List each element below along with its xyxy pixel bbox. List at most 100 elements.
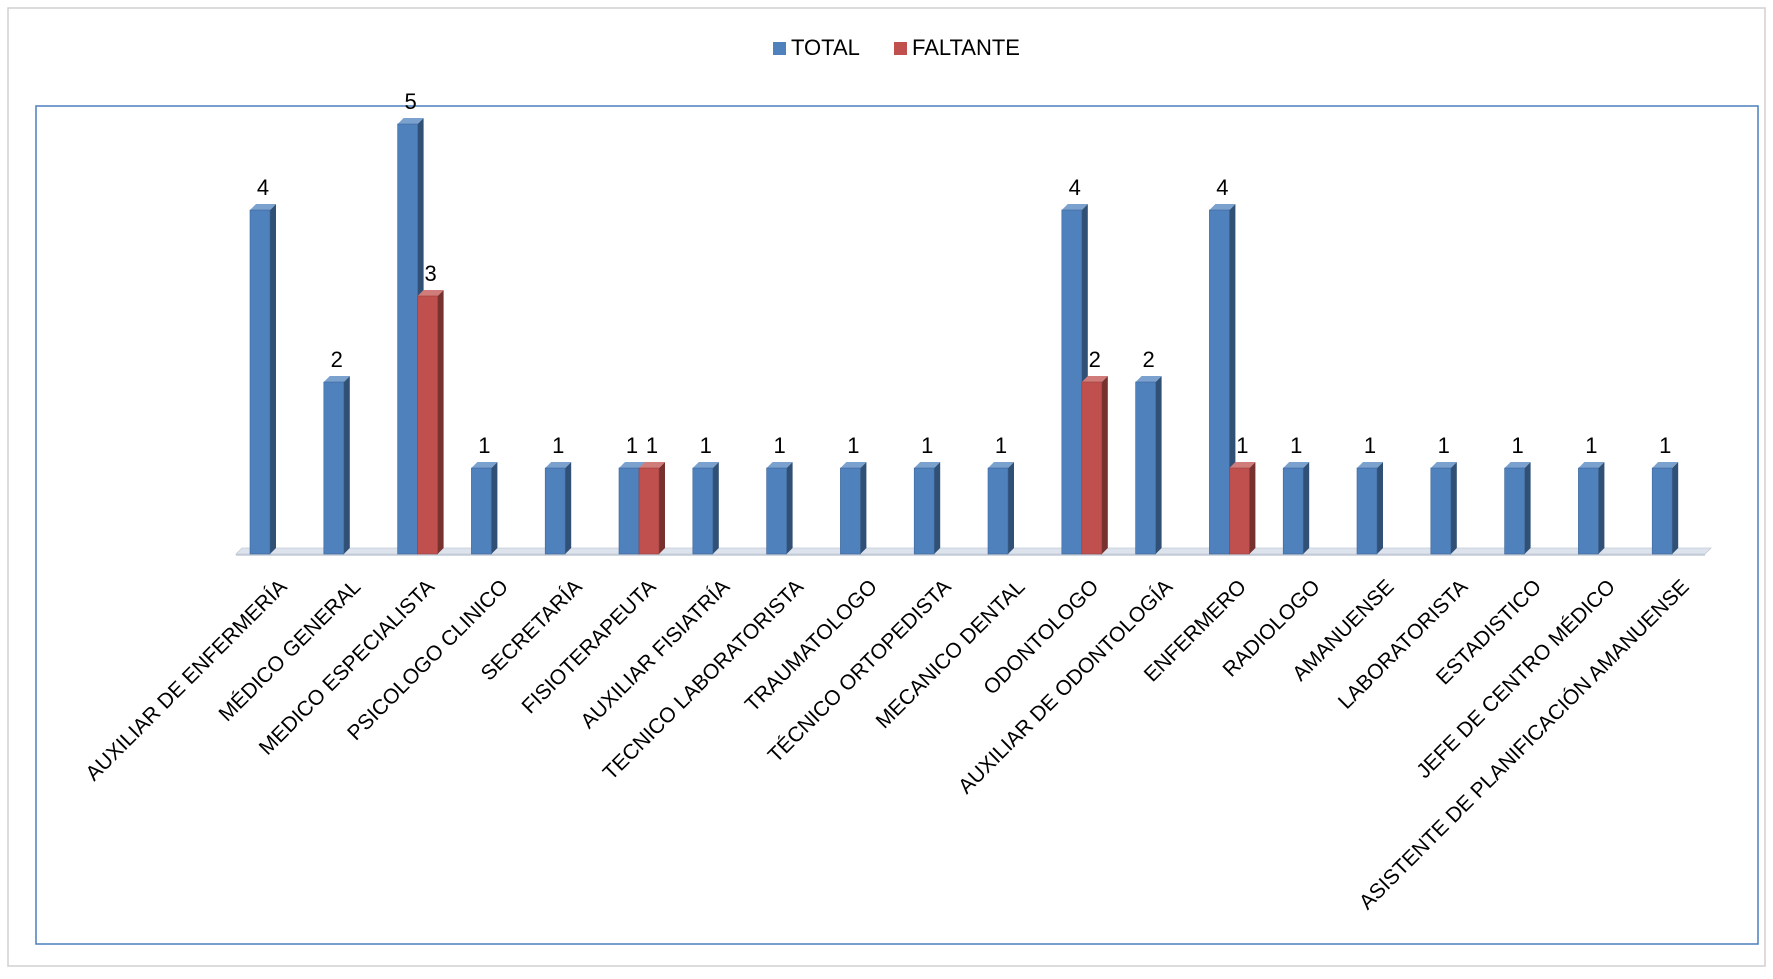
bar-total-15 bbox=[1356, 462, 1383, 555]
data-label-total-1: 2 bbox=[331, 347, 343, 372]
bar-total-7 bbox=[766, 462, 793, 555]
data-label-total-14: 1 bbox=[1290, 433, 1302, 458]
bar-top-face bbox=[1578, 462, 1605, 468]
bar-total-14 bbox=[1282, 462, 1310, 555]
bar-top-face bbox=[766, 462, 793, 468]
data-label-total-6: 1 bbox=[700, 433, 712, 458]
bar-total-8 bbox=[840, 462, 867, 555]
data-label-total-0: 4 bbox=[257, 175, 269, 200]
bar-front-face bbox=[249, 209, 271, 555]
bar-side-face bbox=[1598, 462, 1605, 554]
bar-top-face bbox=[1430, 462, 1457, 468]
bar-faltante-13 bbox=[1229, 462, 1256, 555]
bar-total-17 bbox=[1504, 462, 1531, 555]
data-label-total-11: 4 bbox=[1069, 175, 1081, 200]
data-label-faltante-2: 3 bbox=[424, 261, 436, 286]
bar-top-face bbox=[1504, 462, 1531, 468]
bar-front-face bbox=[766, 467, 787, 555]
data-label-total-19: 1 bbox=[1659, 433, 1671, 458]
bar-front-face bbox=[1651, 467, 1673, 555]
bar-faltante-2 bbox=[417, 290, 444, 555]
data-label-total-12: 2 bbox=[1142, 347, 1154, 372]
data-label-total-10: 1 bbox=[995, 433, 1007, 458]
bar-side-face bbox=[1303, 462, 1310, 554]
bar-top-face bbox=[1283, 462, 1310, 468]
bar-front-face bbox=[544, 467, 566, 555]
bar-front-face bbox=[1356, 467, 1378, 555]
bar-top-face bbox=[639, 462, 665, 468]
legend-swatch-faltante bbox=[894, 42, 907, 55]
data-label-total-13: 4 bbox=[1216, 175, 1228, 200]
bar-top-face bbox=[545, 462, 572, 468]
bar-front-face bbox=[417, 295, 438, 555]
bar-top-face bbox=[1135, 376, 1162, 382]
bar-side-face bbox=[934, 462, 941, 554]
bar-top-face bbox=[840, 462, 867, 468]
bar-side-face bbox=[565, 462, 572, 554]
bar-front-face bbox=[397, 123, 418, 555]
bar-total-18 bbox=[1578, 462, 1605, 555]
bar-side-face bbox=[860, 462, 867, 554]
bar-top-face bbox=[1357, 462, 1383, 468]
bar-front-face bbox=[1081, 381, 1103, 555]
bars-layer bbox=[249, 118, 1679, 555]
bar-side-face bbox=[1008, 462, 1014, 554]
data-label-faltante-13: 1 bbox=[1236, 433, 1248, 458]
bar-top-face bbox=[471, 462, 498, 468]
bar-front-face bbox=[1430, 467, 1452, 555]
bar-front-face bbox=[913, 467, 935, 555]
bar-side-face bbox=[1101, 376, 1108, 554]
bar-top-face bbox=[1229, 462, 1256, 468]
bar-faltante-11 bbox=[1081, 376, 1108, 555]
bar-top-face bbox=[417, 290, 444, 296]
bar-total-9 bbox=[913, 462, 941, 555]
bar-side-face bbox=[659, 462, 665, 554]
chart-floor bbox=[235, 547, 1712, 556]
data-label-total-17: 1 bbox=[1511, 433, 1523, 458]
bar-front-face bbox=[692, 467, 714, 555]
bar-side-face bbox=[1672, 462, 1679, 554]
bar-front-face bbox=[1282, 467, 1304, 555]
bar-total-19 bbox=[1651, 462, 1679, 555]
data-label-total-2: 5 bbox=[404, 89, 416, 114]
bar-front-face bbox=[840, 467, 861, 555]
legend-label-faltante: FALTANTE bbox=[912, 35, 1020, 60]
bar-total-6 bbox=[692, 462, 719, 555]
data-label-total-16: 1 bbox=[1438, 433, 1450, 458]
legend-label-total: TOTAL bbox=[791, 35, 860, 60]
bar-total-12 bbox=[1135, 376, 1162, 555]
floor-plane bbox=[235, 547, 1712, 555]
bar-front-face bbox=[323, 381, 345, 555]
data-label-total-3: 1 bbox=[478, 433, 490, 458]
bar-front-face bbox=[618, 467, 640, 555]
bar-side-face bbox=[786, 462, 793, 554]
bar-side-face bbox=[1249, 462, 1256, 554]
bar-front-face bbox=[471, 467, 492, 555]
bar-side-face bbox=[712, 462, 719, 554]
bar-top-face bbox=[619, 462, 645, 468]
legend: TOTAL FALTANTE bbox=[773, 35, 1020, 60]
bar-front-face bbox=[1578, 467, 1599, 555]
bar-side-face bbox=[343, 376, 350, 554]
data-label-total-7: 1 bbox=[773, 433, 785, 458]
data-label-total-15: 1 bbox=[1364, 433, 1376, 458]
bar-top-face bbox=[1061, 204, 1088, 210]
bar-faltante-5 bbox=[638, 462, 665, 555]
bar-front-face bbox=[1229, 467, 1250, 555]
bar-top-face bbox=[323, 376, 350, 382]
bar-front-face bbox=[1209, 209, 1230, 555]
outer-frame bbox=[7, 7, 1766, 967]
bar-side-face bbox=[437, 290, 444, 554]
bar-front-face bbox=[1061, 209, 1083, 555]
bar-top-face bbox=[397, 118, 424, 124]
bar-side-face bbox=[1450, 462, 1457, 554]
data-label-total-18: 1 bbox=[1585, 433, 1597, 458]
bar-total-16 bbox=[1430, 462, 1457, 555]
bar-top-face bbox=[1209, 204, 1236, 210]
bar-top-face bbox=[692, 462, 719, 468]
bar-top-face bbox=[1652, 462, 1679, 468]
bar-front-face bbox=[987, 467, 1009, 555]
